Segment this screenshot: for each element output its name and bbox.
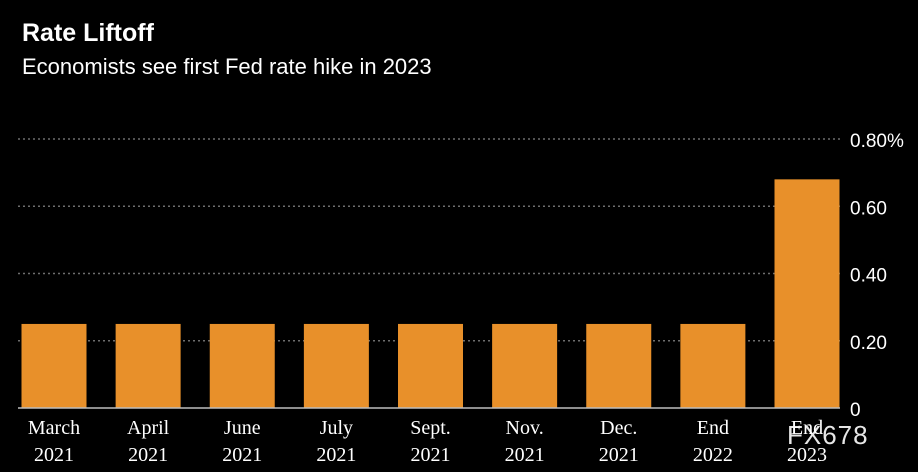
y-tick-label: 0.80% (850, 131, 904, 152)
x-tick-label: Sept. (410, 417, 451, 439)
x-tick-label: April (127, 417, 170, 439)
x-tick-label: 2021 (411, 444, 451, 466)
x-tick-label: End (791, 417, 823, 439)
chart-subtitle: Economists see first Fed rate hike in 20… (22, 54, 432, 79)
watermark: FX678 (787, 420, 869, 450)
y-tick-label: 0.60 (850, 198, 887, 219)
x-tick-label: 2021 (316, 444, 356, 466)
chart-title: Rate Liftoff (22, 19, 154, 47)
y-tick-label: 0 (850, 400, 861, 421)
y-tick-label: 0.40 (850, 266, 887, 287)
x-tick-label: 2021 (505, 444, 545, 466)
bar (21, 323, 87, 408)
x-tick-label: 2021 (128, 444, 168, 466)
bar (398, 323, 463, 408)
bar (586, 323, 652, 408)
x-tick-label: Dec. (600, 417, 637, 439)
bar (680, 323, 746, 408)
bar (303, 323, 369, 408)
x-tick-label: 2021 (222, 444, 262, 466)
y-tick-label: 0.20 (850, 333, 887, 354)
x-tick-label: 2023 (787, 444, 827, 466)
x-tick-label: 2021 (599, 444, 639, 466)
x-tick-label: 2021 (34, 444, 74, 466)
bar (115, 323, 181, 408)
x-tick-label: 2022 (693, 444, 733, 466)
x-tick-label: June (224, 417, 261, 439)
x-tick-label: March (28, 417, 80, 439)
bar (774, 179, 840, 408)
x-tick-label: End (697, 417, 729, 439)
bar (209, 323, 275, 408)
x-tick-label: Nov. (506, 417, 544, 439)
bar (492, 323, 558, 408)
x-tick-label: July (320, 417, 353, 439)
